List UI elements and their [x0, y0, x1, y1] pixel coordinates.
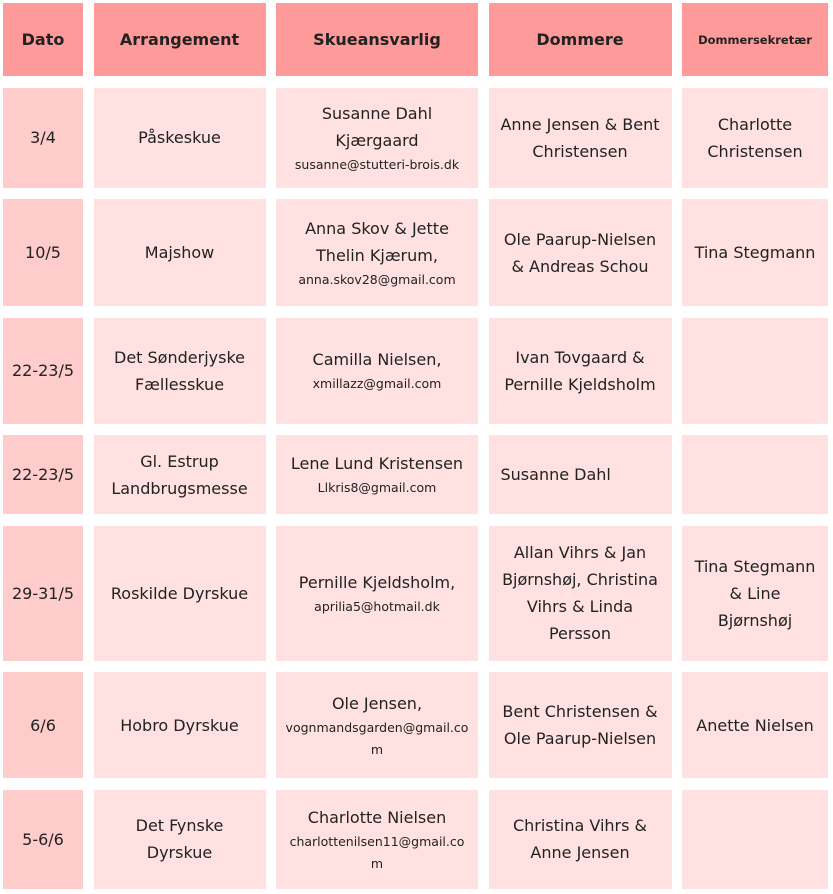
- cell-arrangement: Påskeskue: [93, 87, 266, 188]
- cell-dato: 3/4: [3, 87, 83, 188]
- cell-skueansvarlig: Pernille Kjeldsholm, aprilia5@hotmail.dk: [276, 525, 478, 661]
- cell-arrangement-text: Roskilde Dyrskue: [110, 583, 249, 603]
- cell-skueansvarlig-text: Lene Lund Kristensen: [290, 454, 464, 473]
- cell-arrangement-text: Hobro Dyrskue: [120, 715, 239, 735]
- cell-dato: 10/5: [3, 199, 83, 306]
- header-arrangement: Arrangement: [93, 3, 266, 76]
- cell-dommere: Anne Jensen & Bent Christensen: [488, 87, 672, 188]
- cell-skueansvarlig-text: Camilla Nielsen,: [312, 350, 442, 369]
- cell-dommere: Susanne Dahl: [488, 435, 672, 514]
- email-link[interactable]: xmillazz@gmail.com: [312, 376, 442, 391]
- cell-dommersekretaer-text: Tina Stegmann: [694, 243, 816, 262]
- cell-skueansvarlig: Camilla Nielsen, xmillazz@gmail.com: [276, 317, 478, 424]
- cell-dato: 29-31/5: [3, 525, 83, 661]
- cell-dommere: Christina Vihrs & Anne Jensen: [488, 789, 672, 889]
- cell-dommere: Allan Vihrs & Jan Bjørnshøj, Christina V…: [488, 525, 672, 661]
- cell-dato: 5-6/6: [3, 789, 83, 889]
- header-skueansvarlig: Skueansvarlig: [276, 3, 478, 76]
- cell-dommere: Ole Paarup-Nielsen & Andreas Schou: [488, 199, 672, 306]
- cell-dommersekretaer-text: Tina Stegmann & Line Bjørnshøj: [694, 556, 816, 630]
- cell-skueansvarlig: Lene Lund Kristensen Llkris8@gmail.com: [276, 435, 478, 514]
- cell-dommere-text: Ole Paarup-Nielsen & Andreas Schou: [503, 229, 657, 276]
- email-link[interactable]: vognmandsgarden@gmail.com: [285, 719, 469, 757]
- header-dommersekretaer: Dommersekretær: [682, 3, 828, 76]
- cell-dato: 6/6: [3, 672, 83, 778]
- cell-dommersekretaer-text: Charlotte Christensen: [707, 114, 803, 161]
- cell-arrangement: Hobro Dyrskue: [93, 672, 266, 778]
- cell-dommersekretaer: Charlotte Christensen: [682, 87, 828, 188]
- cell-skueansvarlig-text: Ole Jensen,: [331, 693, 423, 713]
- cell-dommersekretaer: [682, 789, 828, 889]
- cell-skueansvarlig-text: Susanne Dahl Kjærgaard: [321, 103, 433, 150]
- cell-arrangement-text: Majshow: [144, 243, 215, 262]
- cell-dato-text: 3/4: [30, 128, 56, 147]
- cell-dommere-text: Christina Vihrs & Anne Jensen: [512, 816, 648, 862]
- cell-dommere-text: Allan Vihrs & Jan Bjørnshøj, Christina V…: [502, 543, 658, 643]
- cell-arrangement-text: Det Fynske Dyrskue: [135, 816, 224, 862]
- cell-dommersekretaer-text: Anette Nielsen: [696, 715, 814, 735]
- cell-arrangement: Roskilde Dyrskue: [93, 525, 266, 661]
- cell-dommere: Bent Christensen & Ole Paarup-Nielsen: [488, 672, 672, 778]
- cell-arrangement: Det Sønderjyske Fællesskue: [93, 317, 266, 424]
- cell-skueansvarlig: Anna Skov & Jette Thelin Kjærum, anna.sko…: [276, 199, 478, 306]
- cell-dato-text: 22-23/5: [11, 465, 75, 484]
- cell-skueansvarlig: Ole Jensen, vognmandsgarden@gmail.com: [276, 672, 478, 778]
- cell-skueansvarlig-text: Anna Skov & Jette Thelin Kjærum,: [305, 218, 449, 265]
- cell-dato-text: 10/5: [25, 243, 61, 262]
- email-link[interactable]: Llkris8@gmail.com: [317, 480, 437, 495]
- header-dato: Dato: [3, 3, 83, 76]
- cell-arrangement: Gl. Estrup Landbrugsmesse: [93, 435, 266, 514]
- cell-dommere-text: Ivan Tovgaard & Pernille Kjeldsholm: [504, 347, 656, 394]
- cell-dommersekretaer: [682, 435, 828, 514]
- events-table: Dato Arrangement Skueansvarlig Dommere D…: [3, 3, 828, 889]
- cell-dato-text: 22-23/5: [11, 361, 75, 380]
- email-link[interactable]: charlottenilsen11@gmail.com: [289, 833, 465, 871]
- cell-dato: 22-23/5: [3, 317, 83, 424]
- cell-dommere-text: Bent Christensen & Ole Paarup-Nielsen: [502, 702, 658, 748]
- cell-dommere: Ivan Tovgaard & Pernille Kjeldsholm: [488, 317, 672, 424]
- cell-dommersekretaer: Anette Nielsen: [682, 672, 828, 778]
- cell-skueansvarlig-text: Charlotte Nielsen: [307, 807, 447, 827]
- email-link[interactable]: susanne@stutteri-brois.dk: [294, 156, 460, 172]
- email-link[interactable]: anna.skov28@gmail.com: [298, 271, 456, 287]
- cell-dommersekretaer: Tina Stegmann: [682, 199, 828, 306]
- cell-dommere-text: Anne Jensen & Bent Christensen: [500, 114, 660, 161]
- cell-dommere-text: Susanne Dahl: [500, 465, 611, 484]
- cell-skueansvarlig-text: Pernille Kjeldsholm,: [298, 572, 456, 592]
- cell-arrangement-text: Det Sønderjyske Fællesskue: [114, 347, 245, 394]
- cell-arrangement-text: Påskeskue: [138, 128, 221, 147]
- cell-arrangement: Det Fynske Dyrskue: [93, 789, 266, 889]
- cell-dato: 22-23/5: [3, 435, 83, 514]
- cell-dato-text: 6/6: [30, 715, 56, 735]
- cell-skueansvarlig: Susanne Dahl Kjærgaard susanne@stutteri-b…: [276, 87, 478, 188]
- cell-dato-text: 29-31/5: [11, 583, 75, 603]
- cell-arrangement-text: Gl. Estrup Landbrugsmesse: [111, 451, 248, 498]
- cell-dommersekretaer: [682, 317, 828, 424]
- header-dommere: Dommere: [488, 3, 672, 76]
- cell-dato-text: 5-6/6: [22, 829, 64, 849]
- email-link[interactable]: aprilia5@hotmail.dk: [314, 598, 440, 614]
- cell-dommersekretaer: Tina Stegmann & Line Bjørnshøj: [682, 525, 828, 661]
- cell-arrangement: Majshow: [93, 199, 266, 306]
- cell-skueansvarlig: Charlotte Nielsen charlottenilsen11@gmail…: [276, 789, 478, 889]
